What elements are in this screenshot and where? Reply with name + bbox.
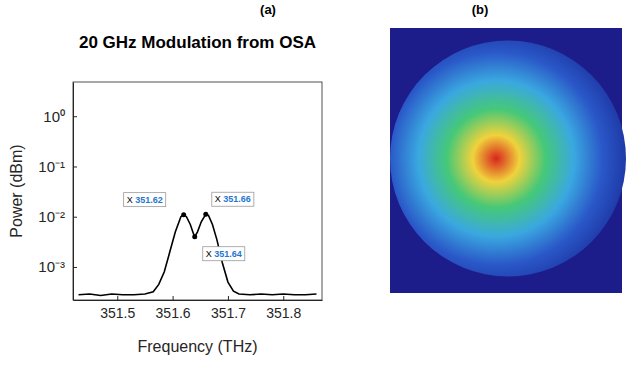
datatip-box xyxy=(203,247,245,261)
datatip-point xyxy=(203,212,208,217)
datatip-box xyxy=(124,193,166,207)
x-axis-title: Frequency (THz) xyxy=(137,338,257,355)
x-tick-mark xyxy=(117,296,118,300)
datatip-label: X 351.62 xyxy=(127,195,163,205)
y-tick-label: 10⁻¹ xyxy=(38,158,65,175)
x-tick: 351.5 xyxy=(100,296,135,321)
datatip-label: X 351.66 xyxy=(215,194,251,204)
datatip: X 351.64 xyxy=(203,247,245,261)
x-tick: 351.7 xyxy=(211,296,246,321)
y-tick: 10⁻² xyxy=(38,208,77,225)
y-tick-mark xyxy=(73,217,77,218)
datatip-label: X 351.64 xyxy=(206,249,242,259)
y-axis-title: Power (dBm) xyxy=(8,144,25,237)
y-tick-mark xyxy=(73,267,77,268)
datatip-point xyxy=(192,234,197,239)
y-tick-label: 10⁻² xyxy=(38,208,65,225)
y-tick-label: 10⁰ xyxy=(43,108,65,125)
datatip-box xyxy=(212,192,254,206)
y-tick-mark xyxy=(73,166,77,167)
plot-marks xyxy=(79,212,317,296)
panel-label: (a) xyxy=(260,2,276,17)
x-tick: 351.6 xyxy=(156,296,191,321)
y-tick: 10⁰ xyxy=(43,108,77,125)
y-tick: 10⁻³ xyxy=(38,258,77,275)
datatip-point xyxy=(181,212,186,217)
y-tick-mark xyxy=(73,116,77,117)
x-tick-label: 351.7 xyxy=(211,305,246,321)
spectrum-line xyxy=(79,214,317,295)
x-tick-label: 351.8 xyxy=(266,305,301,321)
datatip: X 351.62 xyxy=(124,193,166,207)
y-axis: 10⁻³ 10⁻² 10⁻¹ 10⁰ xyxy=(38,83,77,301)
x-tick-label: 351.6 xyxy=(156,305,191,321)
speckle-disc xyxy=(390,41,626,277)
y-tick: 10⁻¹ xyxy=(38,158,77,175)
x-tick-mark xyxy=(173,296,174,300)
x-tick-label: 351.5 xyxy=(100,305,135,321)
chart-title: 20 GHz Modulation from OSA xyxy=(79,33,316,52)
x-tick-mark xyxy=(228,296,229,300)
x-tick-mark xyxy=(283,296,284,300)
x-axis: 351.5 351.6 351.7 351.8 xyxy=(74,296,323,321)
y-tick-label: 10⁻³ xyxy=(38,258,65,275)
plot-frame xyxy=(73,82,322,300)
datatip: X 351.66 xyxy=(212,192,254,206)
x-axis-line xyxy=(74,300,323,301)
x-tick: 351.8 xyxy=(266,296,301,321)
panel-label: (b) xyxy=(472,2,489,17)
